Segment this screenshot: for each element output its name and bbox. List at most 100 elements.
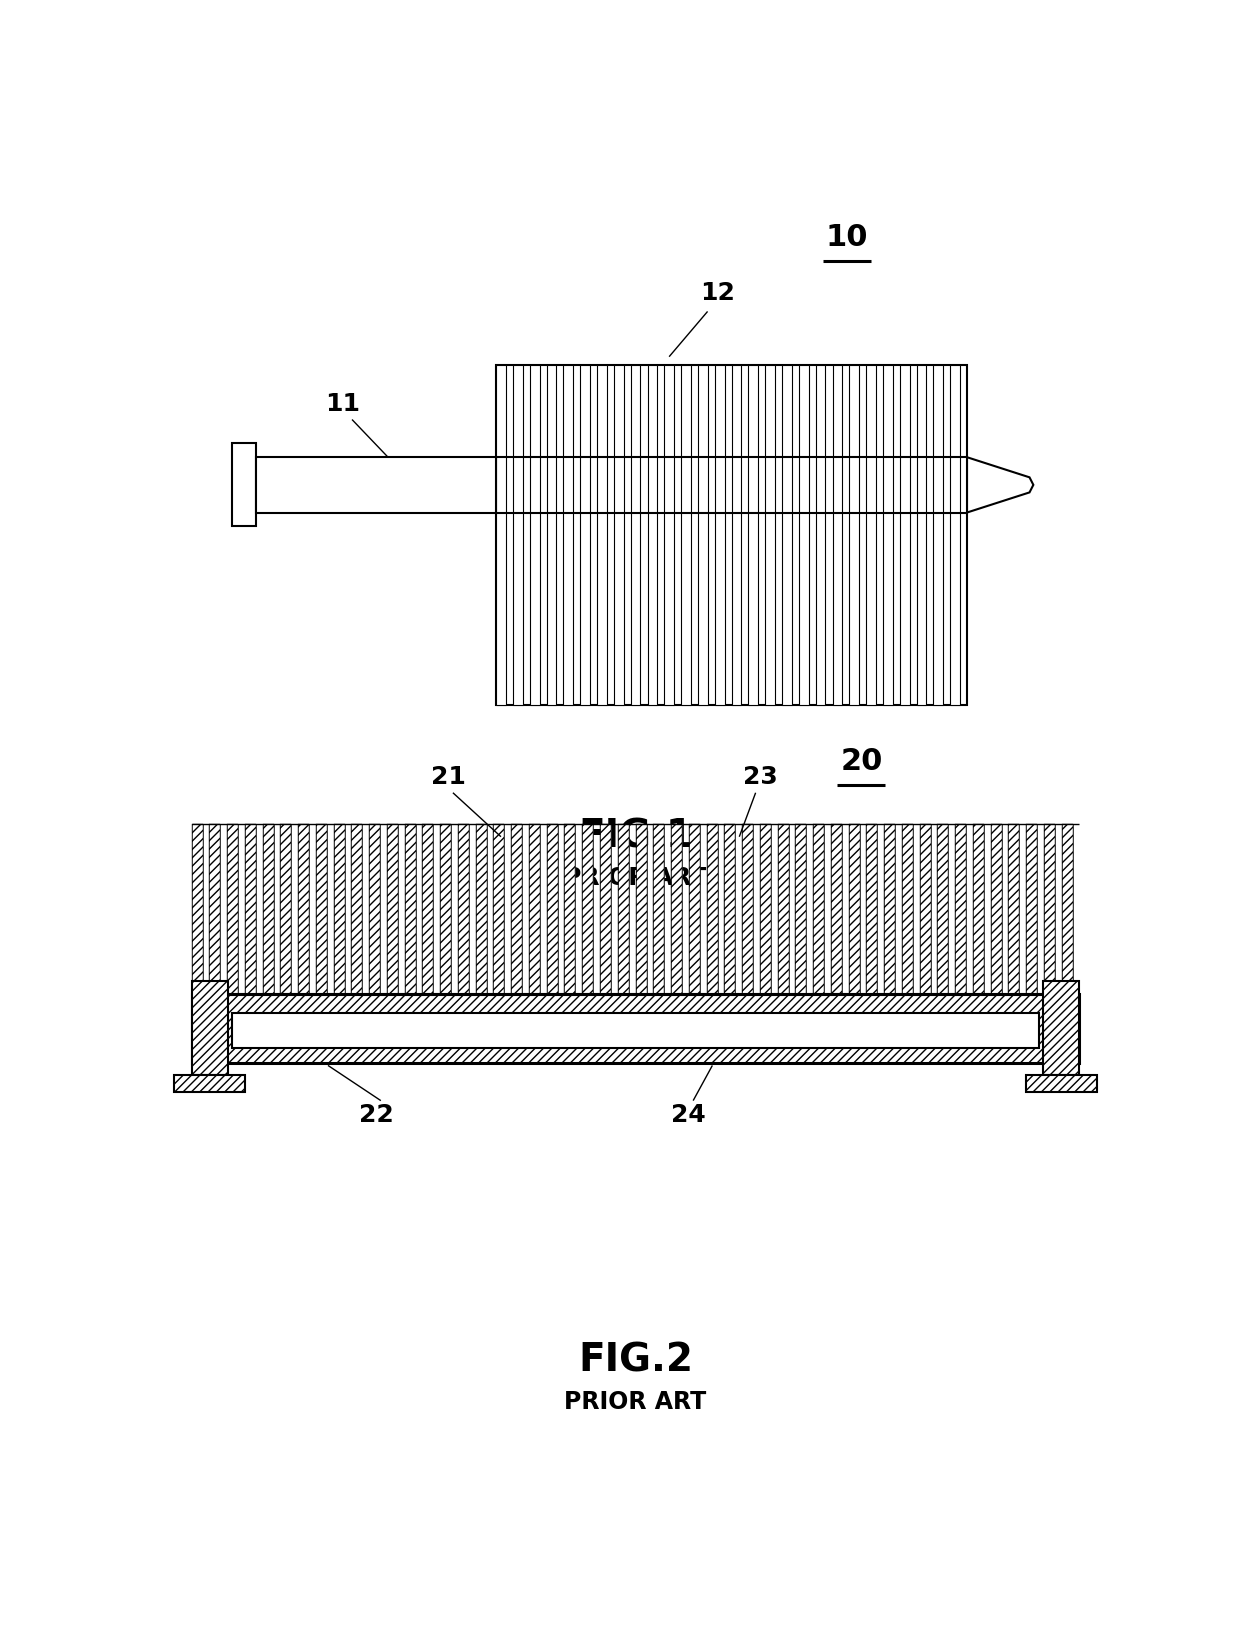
Bar [653,824,665,994]
Bar [547,824,558,994]
Bar [849,366,859,705]
Text: 22: 22 [358,1103,393,1128]
Bar [496,366,506,705]
Bar [950,366,960,705]
Text: FIG.1: FIG.1 [578,818,693,855]
Bar [782,366,792,705]
Text: PRIOR ART: PRIOR ART [564,1389,707,1413]
Bar [1061,824,1073,994]
Bar [564,824,575,994]
Bar [671,824,682,994]
Text: FIG.2: FIG.2 [578,1342,693,1379]
Bar [494,824,505,994]
Bar [900,366,909,705]
Bar [635,824,646,994]
Bar [653,824,665,994]
Bar [529,824,539,994]
Bar [387,824,398,994]
Bar [973,824,983,994]
Bar [671,824,682,994]
Bar [511,824,522,994]
Bar [991,824,1002,994]
Bar [698,366,708,705]
Text: PRIOR ART: PRIOR ART [564,865,707,889]
Bar [547,366,557,705]
Bar [618,824,629,994]
Bar [600,824,611,994]
Bar [647,366,657,705]
Bar [777,824,789,994]
Bar [174,1075,246,1092]
Bar [334,824,345,994]
Bar [547,824,558,994]
Bar [583,824,593,994]
Bar [1061,824,1073,994]
Bar [765,366,775,705]
Bar [496,366,967,705]
Bar [1008,824,1019,994]
Bar [920,824,931,994]
Bar [529,824,539,994]
Bar [901,824,913,994]
Bar [816,366,826,705]
Bar [688,824,699,994]
Bar [681,366,691,705]
Bar [423,824,434,994]
Bar [1025,1075,1096,1092]
Bar [934,366,944,705]
Bar [707,824,718,994]
Bar [866,366,875,705]
Bar [370,824,381,994]
Bar [280,824,291,994]
Bar [351,824,362,994]
Bar [334,824,345,994]
Bar [316,824,327,994]
Bar [1043,981,1080,1075]
Bar [191,981,228,1075]
Bar [404,824,415,994]
Bar [813,824,825,994]
Bar [458,824,469,994]
Bar [423,824,434,994]
Bar [351,824,362,994]
Bar [476,824,486,994]
Bar [631,366,640,705]
Bar [1008,824,1019,994]
Bar [298,824,309,994]
Bar [191,824,202,994]
Bar [937,824,949,994]
Bar [955,824,966,994]
Bar [494,824,505,994]
Bar [742,824,753,994]
Bar [707,824,718,994]
Bar [955,824,966,994]
Bar [387,824,398,994]
Bar [813,824,825,994]
Bar [884,824,895,994]
Bar [370,824,381,994]
Bar [191,994,1080,1062]
Bar [440,824,451,994]
Bar [614,366,624,705]
Bar [867,824,878,994]
Bar [529,366,539,705]
Polygon shape [967,457,1033,512]
Bar [263,824,274,994]
Bar [1027,824,1037,994]
Bar [404,824,415,994]
Bar [1027,824,1037,994]
Bar [564,824,575,994]
Bar [232,1012,1039,1048]
Text: 21: 21 [430,765,465,788]
Bar [883,366,893,705]
Bar [174,1075,246,1092]
Bar [635,824,646,994]
Bar [724,824,735,994]
Bar [901,824,913,994]
Bar [991,824,1002,994]
Bar [848,824,859,994]
Bar [665,366,675,705]
Bar [937,824,949,994]
Bar [583,824,593,994]
Bar [831,824,842,994]
